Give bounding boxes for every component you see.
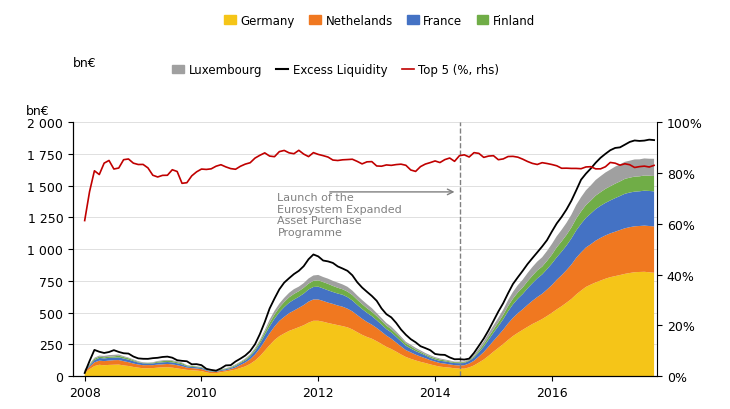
Text: bn€: bn€ — [73, 57, 96, 70]
Legend: Luxembourg, Excess Liquidity, Top 5 (%, rhs): Luxembourg, Excess Liquidity, Top 5 (%, … — [168, 59, 504, 81]
Legend: Germany, Nethelands, France, Finland: Germany, Nethelands, France, Finland — [219, 10, 540, 32]
Text: bn€: bn€ — [26, 105, 50, 118]
Text: Launch of the
Eurosystem Expanded
Asset Purchase
Programme: Launch of the Eurosystem Expanded Asset … — [277, 193, 402, 237]
